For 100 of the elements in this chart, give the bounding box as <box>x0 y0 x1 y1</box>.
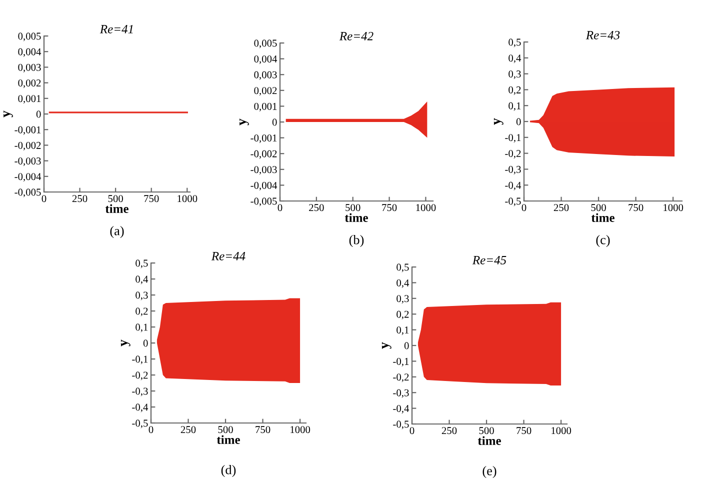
y-tick-label: -0,5 <box>505 198 521 206</box>
y-tick-label: -0,005 <box>250 198 277 206</box>
text: (d) <box>221 465 236 477</box>
y-tick-label: -0,3 <box>393 389 409 398</box>
x-tick-label: 1000 <box>664 204 684 212</box>
y-tick-label: 0,4 <box>396 279 410 288</box>
y-tick-label: 0,4 <box>508 54 522 64</box>
y-tick-label: 0,2 <box>396 310 409 320</box>
text: (b) <box>349 235 364 247</box>
y-tick-label: 0,3 <box>508 70 521 80</box>
y-axis-title: y <box>120 340 130 346</box>
y-tick-label: 0 <box>36 110 41 118</box>
y-tick-label: -0,1 <box>393 358 409 366</box>
y-tick-label: 0 <box>143 340 148 347</box>
y-tick-label: 0,4 <box>136 276 148 284</box>
x-tick-label: 500 <box>479 427 494 434</box>
x-tick-label: 500 <box>218 426 233 434</box>
y-tick-label: 0 <box>272 118 277 126</box>
x-tick-label: 500 <box>108 195 123 202</box>
x-axis-title: time <box>216 435 240 444</box>
y-tick-label: 0 <box>404 342 409 350</box>
x-tick-label: 0 <box>148 426 154 434</box>
y-tick-label: 0,3 <box>396 295 409 304</box>
x-axis-title: time <box>591 213 614 222</box>
y-tick-label: 0,2 <box>508 86 521 95</box>
y-tick-label: -0,004 <box>250 182 278 190</box>
x-tick-label: 0 <box>522 204 526 212</box>
y-tick-label: -0,1 <box>505 134 521 143</box>
y-tick-label: 0,001 <box>18 95 41 104</box>
x-tick-label: 750 <box>256 426 270 434</box>
y-tick-label: 0,3 <box>136 292 148 300</box>
y-tick-label: 0,1 <box>508 102 521 111</box>
y-tick-label: 0,004 <box>18 48 42 57</box>
chart-title: Re=44 <box>211 252 246 260</box>
x-tick-label: 750 <box>144 195 159 202</box>
y-tick-label: 0 <box>516 118 521 126</box>
y-tick-label: -0,002 <box>14 142 41 150</box>
y-axis-title: y <box>240 118 249 126</box>
x-axis-title: time <box>105 204 128 214</box>
y-tick-label: 0,5 <box>396 264 409 272</box>
chart-title: Re=42 <box>339 32 374 40</box>
y-tick-label: -0,004 <box>14 173 42 182</box>
y-tick-label: 0,005 <box>254 40 277 48</box>
chart-title: Re=41 <box>100 24 133 34</box>
y-axis-title: y <box>4 110 13 118</box>
y-tick-label: -0,3 <box>505 166 521 174</box>
y-tick-label: -0,4 <box>393 404 410 414</box>
x-tick-label: 250 <box>72 195 88 202</box>
x-tick-label: 250 <box>180 426 196 434</box>
x-tick-label: 0 <box>410 427 414 434</box>
chart-title: Re=43 <box>586 30 620 40</box>
y-tick-label: 0,2 <box>136 308 148 316</box>
y-tick-label: -0,005 <box>14 188 41 198</box>
y-tick-label: 0,003 <box>254 71 277 80</box>
y-tick-label: -0,002 <box>250 150 277 159</box>
x-tick-label: 1000 <box>178 195 198 202</box>
y-tick-label: 0,5 <box>136 260 148 268</box>
x-tick-label: 1000 <box>552 427 572 434</box>
x-tick-label: 1000 <box>290 426 310 434</box>
y-tick-label: 0,5 <box>508 38 521 48</box>
y-tick-label: -0,2 <box>132 372 148 380</box>
text: (e) <box>482 466 496 478</box>
y-tick-label: 0,002 <box>254 87 277 96</box>
x-tick-label: 250 <box>442 427 457 434</box>
y-tick-label: -0,2 <box>505 150 521 159</box>
x-tick-label: 1000 <box>416 204 436 212</box>
x-axis-title: time <box>344 213 368 222</box>
y-tick-label: -0,3 <box>132 388 148 396</box>
y-tick-label: 0,1 <box>136 324 148 332</box>
y-tick-label: 0,1 <box>396 326 409 336</box>
y-tick-label: -0,003 <box>250 166 277 175</box>
x-tick-label: 750 <box>516 427 532 434</box>
x-tick-label: 750 <box>628 204 644 212</box>
y-tick-label: -0,2 <box>393 374 409 382</box>
y-tick-label: 0,004 <box>254 55 278 64</box>
y-tick-label: -0,001 <box>14 126 41 135</box>
y-axis-title: y <box>382 342 392 349</box>
y-tick-label: 0,003 <box>18 64 41 72</box>
x-axis-title: time <box>478 436 501 446</box>
y-tick-label: -0,001 <box>250 134 277 144</box>
y-tick-label: -0,4 <box>132 404 148 412</box>
y-tick-label: 0,005 <box>18 32 41 42</box>
y-tick-label: -0,4 <box>505 182 522 190</box>
text: (a) <box>110 226 124 238</box>
y-tick-label: -0,5 <box>132 420 148 428</box>
text: (c) <box>596 235 610 247</box>
chart-title: Re=45 <box>472 256 506 264</box>
x-tick-label: 500 <box>591 204 606 212</box>
x-tick-label: 250 <box>554 204 569 212</box>
x-tick-label: 250 <box>309 204 324 212</box>
y-tick-label: -0,1 <box>132 356 148 364</box>
y-tick-label: -0,003 <box>14 157 41 166</box>
y-axis-title: y <box>494 118 504 125</box>
x-tick-label: 750 <box>382 204 397 212</box>
y-tick-label: 0,001 <box>254 102 277 112</box>
x-tick-label: 0 <box>278 204 282 212</box>
x-tick-label: 500 <box>346 204 360 212</box>
y-tick-label: -0,5 <box>393 420 409 430</box>
y-tick-label: 0,002 <box>18 79 41 88</box>
x-tick-label: 0 <box>42 195 46 202</box>
